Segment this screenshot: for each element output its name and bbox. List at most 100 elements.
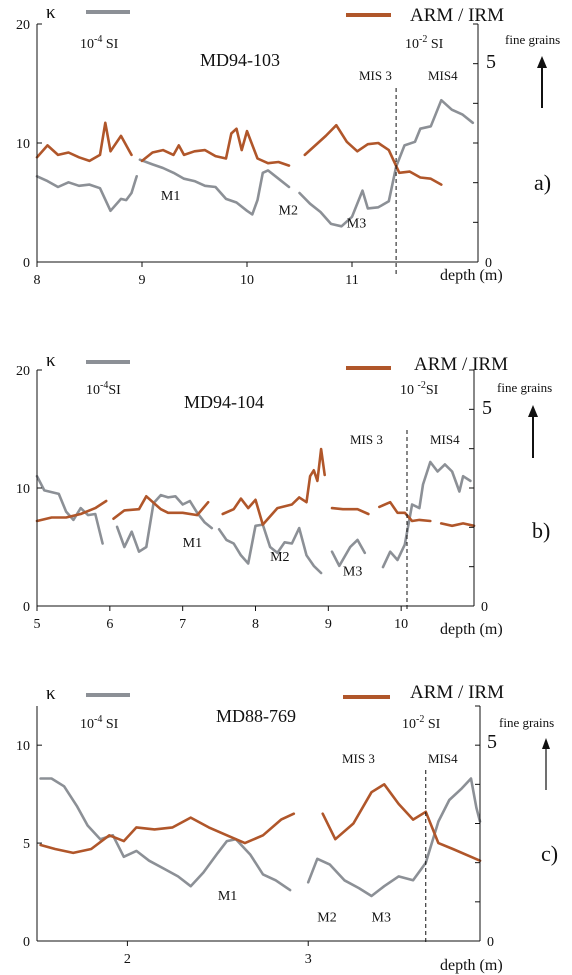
x-ticks: 8 9 10 11 [34,262,359,288]
kappa-unit: 10-4 SI [80,34,119,52]
panel-a: M1 M2 M3 8 9 10 11 0 10 20 0 κ 10-4 SI ARM / IR… [16,2,560,288]
kappa-line-segment-4 [381,460,472,569]
x-tick-label: 9 [139,273,146,288]
kappa-line-segment-2 [298,98,475,228]
x-axis-label: depth (m) [440,267,503,284]
kappa-line-segment-1 [138,158,291,216]
kappa-line-segment-0 [35,474,104,545]
x-tick-label: 8 [252,617,259,632]
y-tick-label: 10 [16,137,30,152]
y-tick-label: 20 [16,364,30,379]
core-title: MD88-769 [216,706,296,726]
x-tick-label: 8 [34,273,41,288]
right-axis-label: 5 [486,51,496,73]
ratio-line-segment-0 [39,812,296,855]
kappa-symbol: κ [46,683,56,704]
x-tick-label: 6 [106,617,113,632]
minimum-label-m1: M1 [218,889,237,904]
ratio-legend-label: ARM / IRM [414,354,508,375]
kappa-line-segment-0 [39,777,292,892]
kappa-symbol: κ [46,350,56,371]
kappa-line-segment-0 [35,175,138,213]
ratio-line-segment-4 [378,500,432,523]
x-tick-label: 3 [305,952,312,967]
minimum-label-m2: M2 [279,203,298,218]
ratio-legend-label: ARM / IRM [410,5,504,26]
y-tick-label: 20 [16,18,30,33]
y-tick-label: 10 [16,739,30,754]
ratio-line-segment-0 [35,499,108,523]
ratio-legend-label: ARM / IRM [410,682,504,703]
x-axis-label: depth (m) [440,621,503,638]
right-axis-label: 5 [487,731,497,753]
mis4-label: MIS4 [428,751,458,766]
minimum-label-m3: M3 [347,216,366,231]
y2-ticks: 0 [469,369,488,615]
mis3-label: MIS 3 [350,432,383,447]
y2-tick-label: 0 [485,256,492,271]
y-ticks: 0 10 20 [16,18,42,271]
y-ticks: 0 5 10 [16,739,42,950]
minimum-label-m3: M3 [372,910,391,925]
y-tick-label: 0 [23,600,30,615]
plot-area: M1 M2 M3 [35,88,475,274]
ratio-line-segment-1 [112,495,210,520]
fine-grains-arrowhead [537,56,547,68]
x-tick-label: 11 [345,273,358,288]
y-tick-label: 10 [16,482,30,497]
y2-tick-label: 0 [481,600,488,615]
kappa-symbol: κ [46,2,56,23]
ratio-line-segment-1 [321,783,482,862]
panel-letter: a) [534,170,551,195]
right-axis-label: 5 [482,397,492,419]
x-tick-label: 5 [34,617,41,632]
minimum-label-m1: M1 [161,189,180,204]
mis4-label: MIS4 [428,68,458,83]
panel-letter: b) [532,518,550,543]
y-tick-label: 5 [23,837,30,852]
panel-letter: c) [541,841,558,866]
kappa-line-segment-3 [330,538,367,568]
kappa-unit: 10-4 SI [80,714,119,732]
y2-ticks: 0 [473,23,492,271]
x-axis-label: depth (m) [440,957,503,974]
minimum-label-m3: M3 [343,564,362,579]
fine-grains-label: fine grains [497,380,552,395]
core-title: MD94-103 [200,50,280,70]
y-tick-label: 0 [23,256,30,271]
ratio-line-segment-0 [35,121,133,163]
y-tick-label: 0 [23,935,30,950]
x-tick-label: 10 [240,273,254,288]
y2-tick-label: 0 [487,935,494,950]
kappa-line-segment-2 [217,523,323,575]
fine-grains-label: fine grains [505,32,560,47]
y2-ticks: 0 [475,705,494,950]
mis3-label: MIS 3 [342,751,375,766]
x-tick-label: 2 [124,952,131,967]
fine-grains-label: fine grains [499,715,554,730]
ratio-line-segment-3 [330,506,370,516]
plot-area: M1 M2 M3 [35,430,476,612]
fine-grains-arrowhead [542,738,550,749]
x-tick-label: 10 [394,617,408,632]
minimum-label-m2: M2 [317,910,336,925]
x-ticks: 5 6 7 8 9 10 [34,606,408,632]
x-tick-label: 9 [325,617,332,632]
ratio-line-segment-2 [221,447,326,526]
minimum-label-m2: M2 [270,550,289,565]
core-title: MD94-104 [184,392,264,412]
plot-area: M1 M2 M3 [39,770,482,945]
ratio-line-segment-1 [140,127,291,167]
ratio-line-segment-2 [303,123,443,186]
panel-b: M1 M2 M3 5 6 7 8 9 10 0 10 20 0 κ 10-4SI ARM / IR… [16,350,552,638]
ratio-line-segment-5 [439,522,476,528]
x-tick-label: 7 [179,617,186,632]
mis4-label: MIS4 [430,432,460,447]
ratio-unit: 10-2 SI [405,34,444,52]
kappa-line-segment-1 [115,493,214,553]
kappa-line-segment-1 [306,777,482,898]
y-ticks: 0 10 20 [16,364,42,615]
